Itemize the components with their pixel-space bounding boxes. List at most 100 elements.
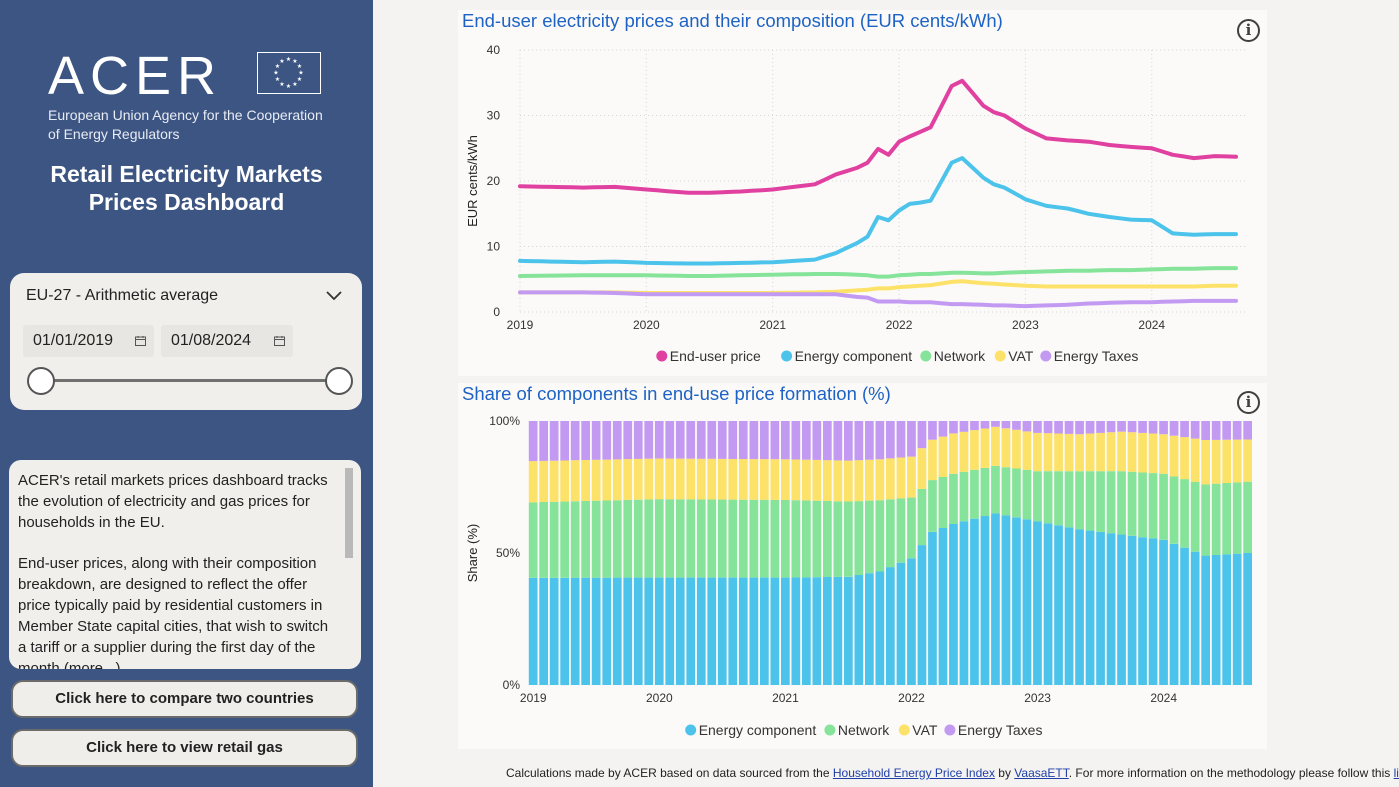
footer-text-3: . For more information on the methodolog… xyxy=(1068,766,1394,780)
svg-text:★: ★ xyxy=(275,63,280,70)
bar-segment xyxy=(1064,527,1074,685)
bar-segment xyxy=(1085,421,1095,434)
info-icon[interactable]: i xyxy=(1237,391,1260,414)
bar-segment xyxy=(1085,433,1095,472)
slider-start-handle[interactable] xyxy=(27,367,55,395)
bar-segment xyxy=(1096,432,1105,472)
bar-segment xyxy=(570,421,580,461)
y-tick-label: 100% xyxy=(489,414,520,428)
bar-segment xyxy=(644,577,654,685)
dashboard-title: Retail Electricity Markets Prices Dashbo… xyxy=(0,160,373,216)
bar-segment xyxy=(1243,481,1253,553)
legend-label: Energy Taxes xyxy=(958,722,1043,738)
bar-segment xyxy=(991,513,1000,685)
bar-segment xyxy=(844,501,853,577)
description-paragraph-1: ACER's retail markets prices dashboard t… xyxy=(18,472,328,531)
footer-text-1: Calculations made by ACER based on data … xyxy=(506,766,833,780)
bar-segment xyxy=(1138,432,1147,473)
bar-segment xyxy=(591,459,601,501)
bar-segment xyxy=(633,421,643,459)
bar-segment xyxy=(665,458,675,500)
svg-text:★: ★ xyxy=(275,76,280,83)
y-axis-label: Share (%) xyxy=(465,524,480,583)
methodology-link[interactable]: link xyxy=(1393,766,1399,780)
info-icon[interactable]: i xyxy=(1237,19,1260,42)
bar-segment xyxy=(781,421,790,460)
legend-marker xyxy=(656,350,668,362)
bar-segment xyxy=(1222,554,1232,685)
bar-segment xyxy=(1190,551,1200,685)
end-date-input[interactable]: 01/08/2024 xyxy=(161,325,293,357)
bar-segment xyxy=(896,457,906,499)
bar-segment xyxy=(1001,467,1011,516)
x-tick-label: 2022 xyxy=(886,318,913,332)
bar-segment xyxy=(623,499,633,578)
bar-segment xyxy=(549,460,559,502)
bar-segment xyxy=(1106,421,1116,433)
bar-segment xyxy=(633,499,643,578)
bar-segment xyxy=(1043,471,1053,524)
bar-segment xyxy=(623,577,633,685)
bar-segment xyxy=(1201,484,1211,556)
bar-segment xyxy=(875,500,885,572)
bar-segment xyxy=(1054,525,1063,685)
svg-text:★: ★ xyxy=(292,81,297,88)
bar-segment xyxy=(1064,433,1074,472)
bar-segment xyxy=(1117,471,1126,535)
bar-segment xyxy=(539,460,549,502)
dashboard-title-line1: Retail Electricity Markets xyxy=(50,161,323,187)
bar-segment xyxy=(560,501,570,578)
bar-segment xyxy=(781,459,790,500)
region-dropdown[interactable]: EU-27 - Arithmetic average xyxy=(26,287,346,309)
bar-segment xyxy=(570,577,580,685)
date-range-slider-track[interactable] xyxy=(40,379,340,382)
bar-segment xyxy=(844,421,853,461)
bar-segment xyxy=(539,502,549,578)
price-chart-title: End-user electricity prices and their co… xyxy=(462,10,1003,31)
bar-segment xyxy=(1232,553,1242,685)
vaasaett-link[interactable]: VaasaETT xyxy=(1014,766,1069,780)
compare-countries-button[interactable]: Click here to compare two countries xyxy=(11,680,358,718)
series-line xyxy=(518,279,1238,295)
bar-segment xyxy=(1138,472,1147,538)
x-tick-label: 2024 xyxy=(1138,318,1165,332)
svg-text:★: ★ xyxy=(286,83,291,90)
bar-segment xyxy=(854,421,864,461)
bar-segment xyxy=(633,577,643,685)
bar-segment xyxy=(1033,432,1042,472)
bar-segment xyxy=(1190,438,1200,482)
bar-segment xyxy=(644,458,654,500)
price-line-chart: 0 10 20 30 40 2019 2020 2021 2022 2023 2024 EUR cen… xyxy=(465,43,1248,364)
bar-segment xyxy=(612,421,622,460)
bar-segment xyxy=(1012,421,1021,430)
calendar-icon[interactable] xyxy=(135,336,146,346)
bar-segment xyxy=(938,421,948,437)
bar-segment xyxy=(980,428,990,468)
bar-segment xyxy=(1022,431,1032,470)
bar-segment xyxy=(928,531,937,685)
legend-marker xyxy=(898,724,910,736)
svg-text:★: ★ xyxy=(279,81,284,88)
bar-segment xyxy=(959,421,969,432)
legend-marker xyxy=(1040,350,1052,362)
y-tick-label: 40 xyxy=(487,43,501,57)
bar-segment xyxy=(612,577,622,685)
description-scrollbar[interactable] xyxy=(345,468,353,558)
bar-segment xyxy=(549,501,559,578)
household-energy-price-index-link[interactable]: Household Energy Price Index xyxy=(832,766,995,780)
start-date-input[interactable]: 01/01/2019 xyxy=(23,325,154,357)
x-tick-label: 2021 xyxy=(772,691,799,705)
bar-segment xyxy=(686,458,696,500)
view-retail-gas-button[interactable]: Click here to view retail gas xyxy=(11,729,358,767)
bar-segment xyxy=(907,558,916,685)
bar-segment xyxy=(1043,421,1053,434)
share-chart-title: Share of components in end-use price for… xyxy=(462,383,891,404)
bar-segment xyxy=(602,577,612,685)
bar-segment xyxy=(812,421,822,460)
slider-end-handle[interactable] xyxy=(325,367,353,395)
bar-segment xyxy=(707,577,717,685)
calendar-icon[interactable] xyxy=(274,336,285,346)
bar-segment xyxy=(539,421,549,461)
bar-segment xyxy=(917,488,927,545)
bar-segment xyxy=(570,501,580,578)
